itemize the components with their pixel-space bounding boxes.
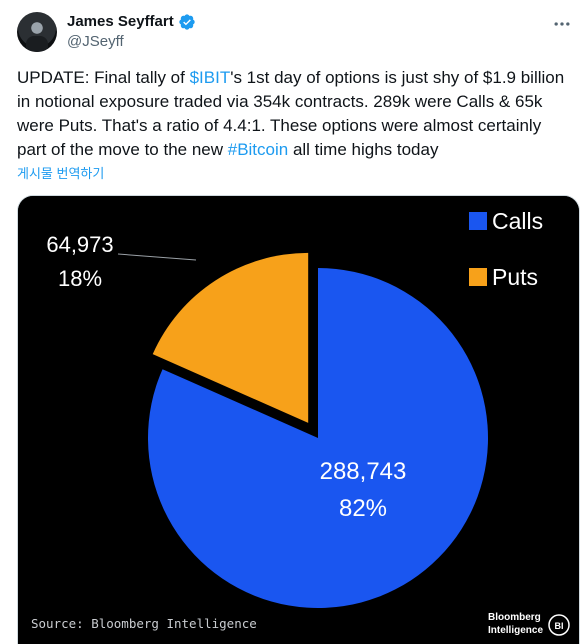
author-display-name[interactable]: James Seyffart: [67, 13, 174, 30]
bloomberg-logo-text: Bloomberg: [488, 612, 541, 623]
legend-puts-swatch: [469, 268, 487, 286]
legend-puts-label: Puts: [492, 264, 538, 290]
calls-value-label: 288,743: [320, 458, 407, 485]
tweet-text-part2: 's 1st day of options is just shy of $1.…: [17, 68, 565, 159]
hashtag-link[interactable]: #Bitcoin: [227, 140, 289, 159]
translate-post-link[interactable]: 게시물 번역하기: [17, 166, 105, 181]
tweet-text-part3: all time highs today: [288, 140, 439, 159]
puts-percent-label: 18%: [58, 266, 102, 291]
bi-logo-badge: [548, 614, 570, 636]
tweet-text-part1: UPDATE: Final tally of: [17, 68, 190, 87]
more-horizontal-icon[interactable]: [552, 14, 572, 39]
bi-logo-badge-text: BI: [555, 621, 564, 631]
author-handle[interactable]: @JSeyff: [67, 33, 124, 50]
pie-slice-calls: [148, 268, 488, 608]
puts-value-label: 64,973: [46, 232, 113, 257]
legend-calls-swatch: [469, 212, 487, 230]
intelligence-logo-text: Intelligence: [488, 625, 543, 636]
legend-calls-label: Calls: [492, 208, 543, 234]
chart-source: Source: Bloomberg Intelligence: [31, 616, 257, 631]
avatar[interactable]: [17, 12, 57, 52]
calls-percent-label: 82%: [339, 495, 387, 522]
author-names: James Seyffart @JSeyff: [67, 12, 196, 52]
tweet-text: UPDATE: Final tally of $IBIT's 1st day o…: [17, 66, 573, 162]
tweet-header: James Seyffart @JSeyff: [17, 12, 196, 52]
chart-image[interactable]: 64,973 18% 288,743 82% Calls Puts Source…: [17, 195, 580, 644]
verified-badge-icon: [179, 14, 195, 30]
pie-slice-puts: [152, 252, 309, 423]
pie-chart: 64,973 18% 288,743 82% Calls Puts Source…: [18, 196, 579, 644]
cashtag-link[interactable]: $IBIT: [189, 68, 231, 87]
